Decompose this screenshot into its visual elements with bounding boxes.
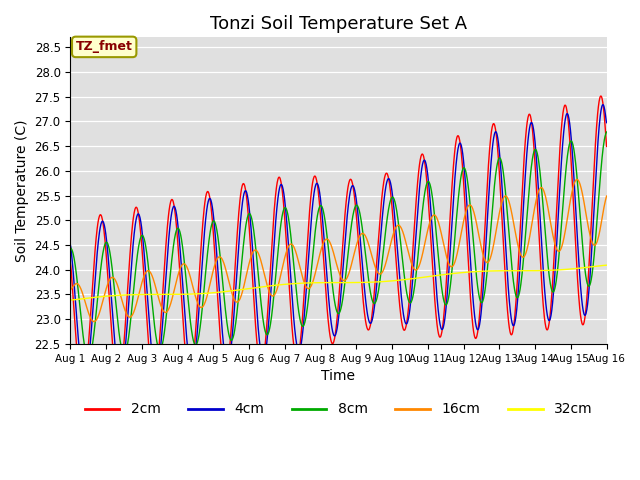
16cm <box>573 177 581 182</box>
Line: 2cm: 2cm <box>70 96 607 387</box>
8cm <box>422 184 429 190</box>
32cm <box>173 291 180 297</box>
32cm <box>492 268 499 274</box>
Line: 16cm: 16cm <box>70 180 607 322</box>
2cm <box>422 168 429 174</box>
4cm <box>603 120 611 126</box>
16cm <box>603 193 611 199</box>
2cm <box>67 261 74 266</box>
4cm <box>492 129 500 135</box>
Text: TZ_fmet: TZ_fmet <box>76 40 132 53</box>
2cm <box>603 144 611 149</box>
8cm <box>540 205 547 211</box>
4cm <box>186 362 194 368</box>
16cm <box>246 257 254 263</box>
Legend: 2cm, 4cm, 8cm, 16cm, 32cm: 2cm, 4cm, 8cm, 16cm, 32cm <box>79 397 598 422</box>
2cm <box>597 93 605 99</box>
2cm <box>492 129 500 135</box>
Title: Tonzi Soil Temperature Set A: Tonzi Soil Temperature Set A <box>210 15 467 33</box>
Line: 32cm: 32cm <box>70 265 607 300</box>
8cm <box>246 211 254 217</box>
4cm <box>599 102 607 108</box>
16cm <box>492 229 500 235</box>
32cm <box>67 297 74 303</box>
16cm <box>422 236 429 241</box>
32cm <box>539 268 547 274</box>
8cm <box>492 170 500 176</box>
32cm <box>422 274 429 280</box>
4cm <box>173 214 181 220</box>
4cm <box>81 377 88 383</box>
8cm <box>173 226 181 232</box>
2cm <box>186 373 194 379</box>
2cm <box>246 236 254 242</box>
16cm <box>67 287 74 293</box>
8cm <box>84 355 92 361</box>
8cm <box>603 129 611 135</box>
Line: 8cm: 8cm <box>70 132 607 358</box>
32cm <box>246 286 253 291</box>
4cm <box>246 213 254 219</box>
32cm <box>603 262 611 268</box>
4cm <box>540 267 547 273</box>
4cm <box>67 242 74 248</box>
8cm <box>67 245 74 251</box>
16cm <box>540 187 547 192</box>
4cm <box>422 160 429 166</box>
8cm <box>186 315 194 321</box>
2cm <box>79 384 86 390</box>
32cm <box>186 291 193 297</box>
X-axis label: Time: Time <box>321 369 355 383</box>
Line: 4cm: 4cm <box>70 105 607 380</box>
16cm <box>173 276 181 282</box>
Y-axis label: Soil Temperature (C): Soil Temperature (C) <box>15 120 29 262</box>
16cm <box>90 319 98 324</box>
16cm <box>186 273 194 279</box>
2cm <box>540 302 547 308</box>
2cm <box>173 229 181 235</box>
